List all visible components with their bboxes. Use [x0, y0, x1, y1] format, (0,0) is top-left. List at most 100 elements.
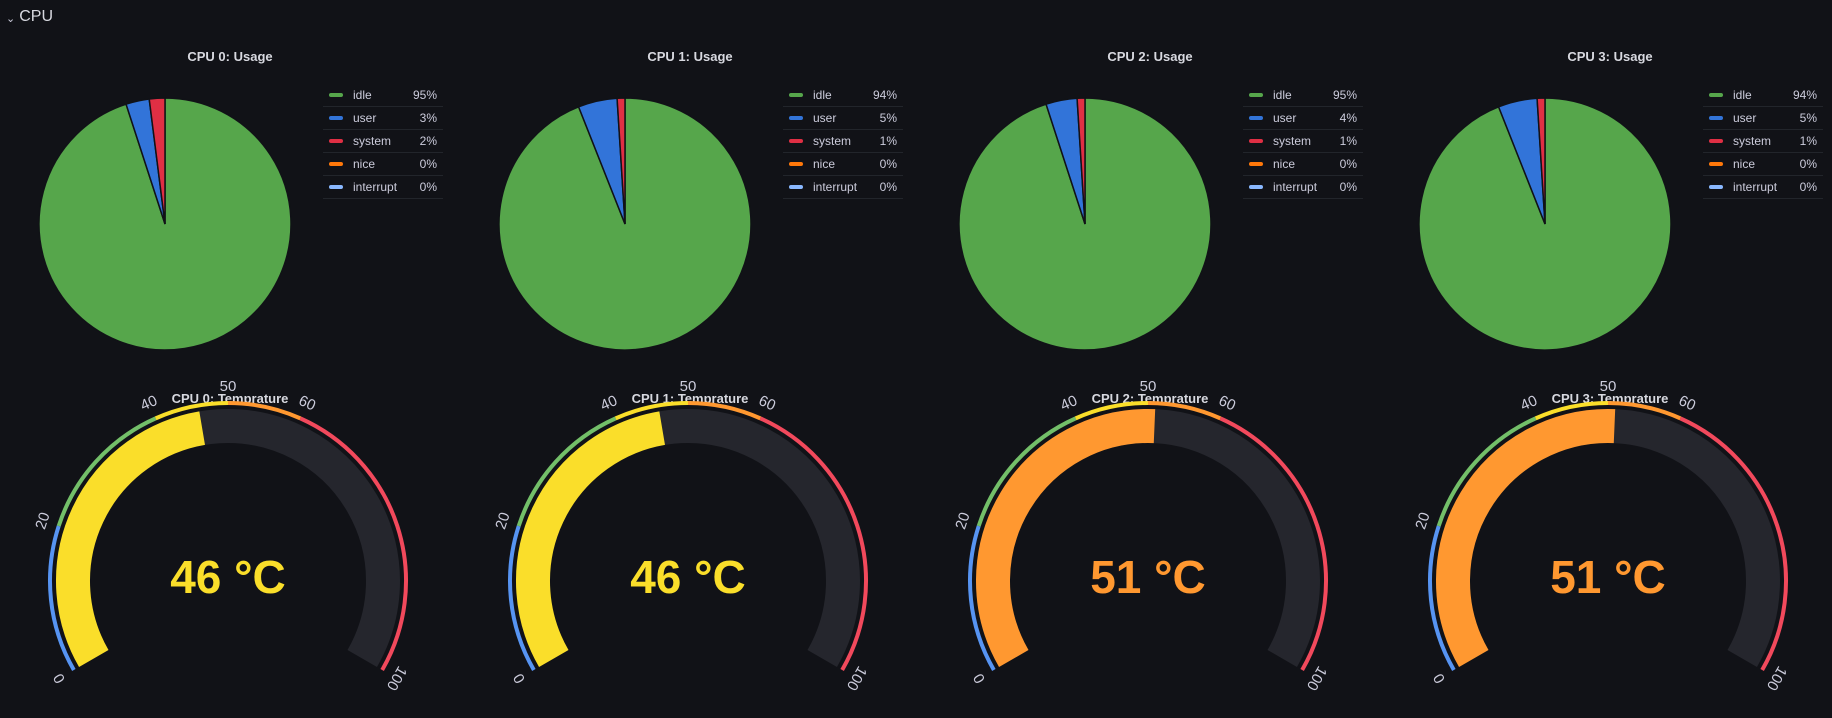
pie-legend: idle 95% user 3% system 2% nice 0% interrupt 0% — [323, 84, 443, 199]
pie-slice-system[interactable] — [1536, 97, 1546, 225]
legend-name: system — [353, 134, 392, 148]
cpu-usage-panel: CPU 2: Usage idle 95% user 4% system 1% nice 0% i… — [920, 34, 1380, 354]
legend-item-system[interactable]: system 1% — [1703, 130, 1823, 153]
pie-slice-system[interactable] — [1076, 97, 1086, 225]
gauge-value-arc — [1436, 409, 1616, 667]
gauge: 0 20 40 50 60 100 51 °C — [952, 378, 1330, 693]
gauge-threshold-band — [516, 416, 617, 527]
legend-value: 0% — [879, 180, 897, 194]
gauge-threshold-label: 40 — [598, 392, 620, 414]
cpu-temperature-panel: CPU 0: Temprature 0 20 40 50 60 100 46 °C — [0, 376, 460, 718]
gauge-threshold-band — [1147, 401, 1222, 421]
gauge-threshold-label: 100 — [383, 663, 410, 693]
gauge-threshold-band — [759, 416, 868, 671]
gauge-value-text: 46 °C — [630, 551, 746, 603]
gauge-threshold-label: 20 — [1412, 510, 1433, 531]
legend-swatch — [1709, 162, 1723, 166]
legend-item-system[interactable]: system 2% — [323, 130, 443, 153]
legend-item-nice[interactable]: nice 0% — [323, 153, 443, 176]
legend-item-idle[interactable]: idle 95% — [1243, 84, 1363, 107]
legend-name: nice — [353, 157, 376, 171]
legend-name: idle — [353, 88, 372, 102]
legend-item-user[interactable]: user 5% — [783, 107, 903, 130]
legend-item-system[interactable]: system 1% — [783, 130, 903, 153]
gauge-threshold-label: 20 — [492, 510, 513, 531]
gauge-threshold-band — [1428, 525, 1456, 671]
panel-title: CPU 0: Usage — [187, 49, 273, 64]
legend-value: 0% — [419, 180, 437, 194]
gauge-threshold-band — [1436, 416, 1537, 527]
legend-name: user — [1273, 111, 1297, 125]
gauge-value-arc — [516, 411, 666, 667]
panel-title: CPU 3: Temprature — [1551, 391, 1669, 406]
gauge-threshold-band — [1219, 416, 1328, 671]
legend-swatch — [789, 116, 803, 120]
gauge-threshold-label: 60 — [1676, 392, 1698, 414]
legend-item-interrupt[interactable]: interrupt 0% — [783, 176, 903, 199]
gauge-value-text: 46 °C — [170, 551, 286, 603]
gauge-threshold-band — [614, 401, 689, 421]
legend-value: 1% — [879, 134, 897, 148]
gauge-threshold-label: 100 — [843, 663, 870, 693]
legend-item-system[interactable]: system 1% — [1243, 130, 1363, 153]
legend-item-idle[interactable]: idle 94% — [783, 84, 903, 107]
legend-value: 1% — [1339, 134, 1357, 148]
pie-slice-system[interactable] — [616, 97, 626, 225]
cpu-usage-panel: CPU 0: Usage idle 95% user 3% system 2% nice 0% i… — [0, 34, 460, 354]
gauge-value-text: 51 °C — [1550, 551, 1666, 603]
legend-item-idle[interactable]: idle 95% — [323, 84, 443, 107]
legend-value: 0% — [1799, 157, 1817, 171]
gauge-threshold-band — [508, 525, 536, 671]
gauge-threshold-band — [968, 525, 996, 671]
legend-value: 5% — [1799, 111, 1817, 125]
legend-item-nice[interactable]: nice 0% — [783, 153, 903, 176]
pie-slice-idle[interactable] — [498, 97, 752, 351]
gauge-threshold-label: 60 — [296, 392, 318, 414]
gauge-threshold-label: 60 — [756, 392, 778, 414]
pie-legend: idle 94% user 5% system 1% nice 0% interrupt 0% — [783, 84, 903, 199]
legend-swatch — [329, 185, 343, 189]
gauge-threshold-label: 50 — [1600, 378, 1617, 395]
legend-item-user[interactable]: user 4% — [1243, 107, 1363, 130]
gauge-threshold-band — [1534, 401, 1609, 421]
legend-value: 5% — [879, 111, 897, 125]
legend-item-nice[interactable]: nice 0% — [1243, 153, 1363, 176]
legend-swatch — [1709, 139, 1723, 143]
legend-item-user[interactable]: user 3% — [323, 107, 443, 130]
legend-value: 0% — [1339, 157, 1357, 171]
pie-slice-idle[interactable] — [1418, 97, 1672, 351]
legend-name: idle — [1733, 88, 1752, 102]
gauge-threshold-band — [227, 401, 302, 421]
legend-name: nice — [1733, 157, 1756, 171]
legend-item-interrupt[interactable]: interrupt 0% — [1703, 176, 1823, 199]
legend-swatch — [1249, 93, 1263, 97]
legend-value: 0% — [879, 157, 897, 171]
panel-title: CPU 1: Usage — [647, 49, 733, 64]
gauge-value-text: 51 °C — [1090, 551, 1206, 603]
legend-item-interrupt[interactable]: interrupt 0% — [1243, 176, 1363, 199]
legend-value: 2% — [419, 134, 437, 148]
legend-name: interrupt — [353, 180, 398, 194]
legend-name: idle — [813, 88, 832, 102]
legend-swatch — [329, 116, 343, 120]
gauge-threshold-band — [56, 416, 157, 527]
pie-slice-system[interactable] — [148, 97, 166, 225]
legend-item-idle[interactable]: idle 94% — [1703, 84, 1823, 107]
legend-name: nice — [813, 157, 836, 171]
panel-title: CPU 0: Temprature — [171, 391, 289, 406]
legend-item-interrupt[interactable]: interrupt 0% — [323, 176, 443, 199]
legend-swatch — [789, 139, 803, 143]
row-header-cpu[interactable]: ⌄ CPU — [0, 0, 400, 34]
gauge-threshold-band — [976, 416, 1077, 527]
gauge-threshold-band — [48, 525, 76, 671]
gauge-threshold-label: 100 — [1303, 663, 1330, 693]
legend-name: system — [813, 134, 852, 148]
legend-value: 95% — [1332, 88, 1357, 102]
legend-swatch — [329, 139, 343, 143]
legend-name: system — [1733, 134, 1772, 148]
legend-item-nice[interactable]: nice 0% — [1703, 153, 1823, 176]
gauge-threshold-band — [687, 401, 762, 421]
legend-swatch — [1709, 93, 1723, 97]
legend-name: nice — [1273, 157, 1296, 171]
legend-item-user[interactable]: user 5% — [1703, 107, 1823, 130]
